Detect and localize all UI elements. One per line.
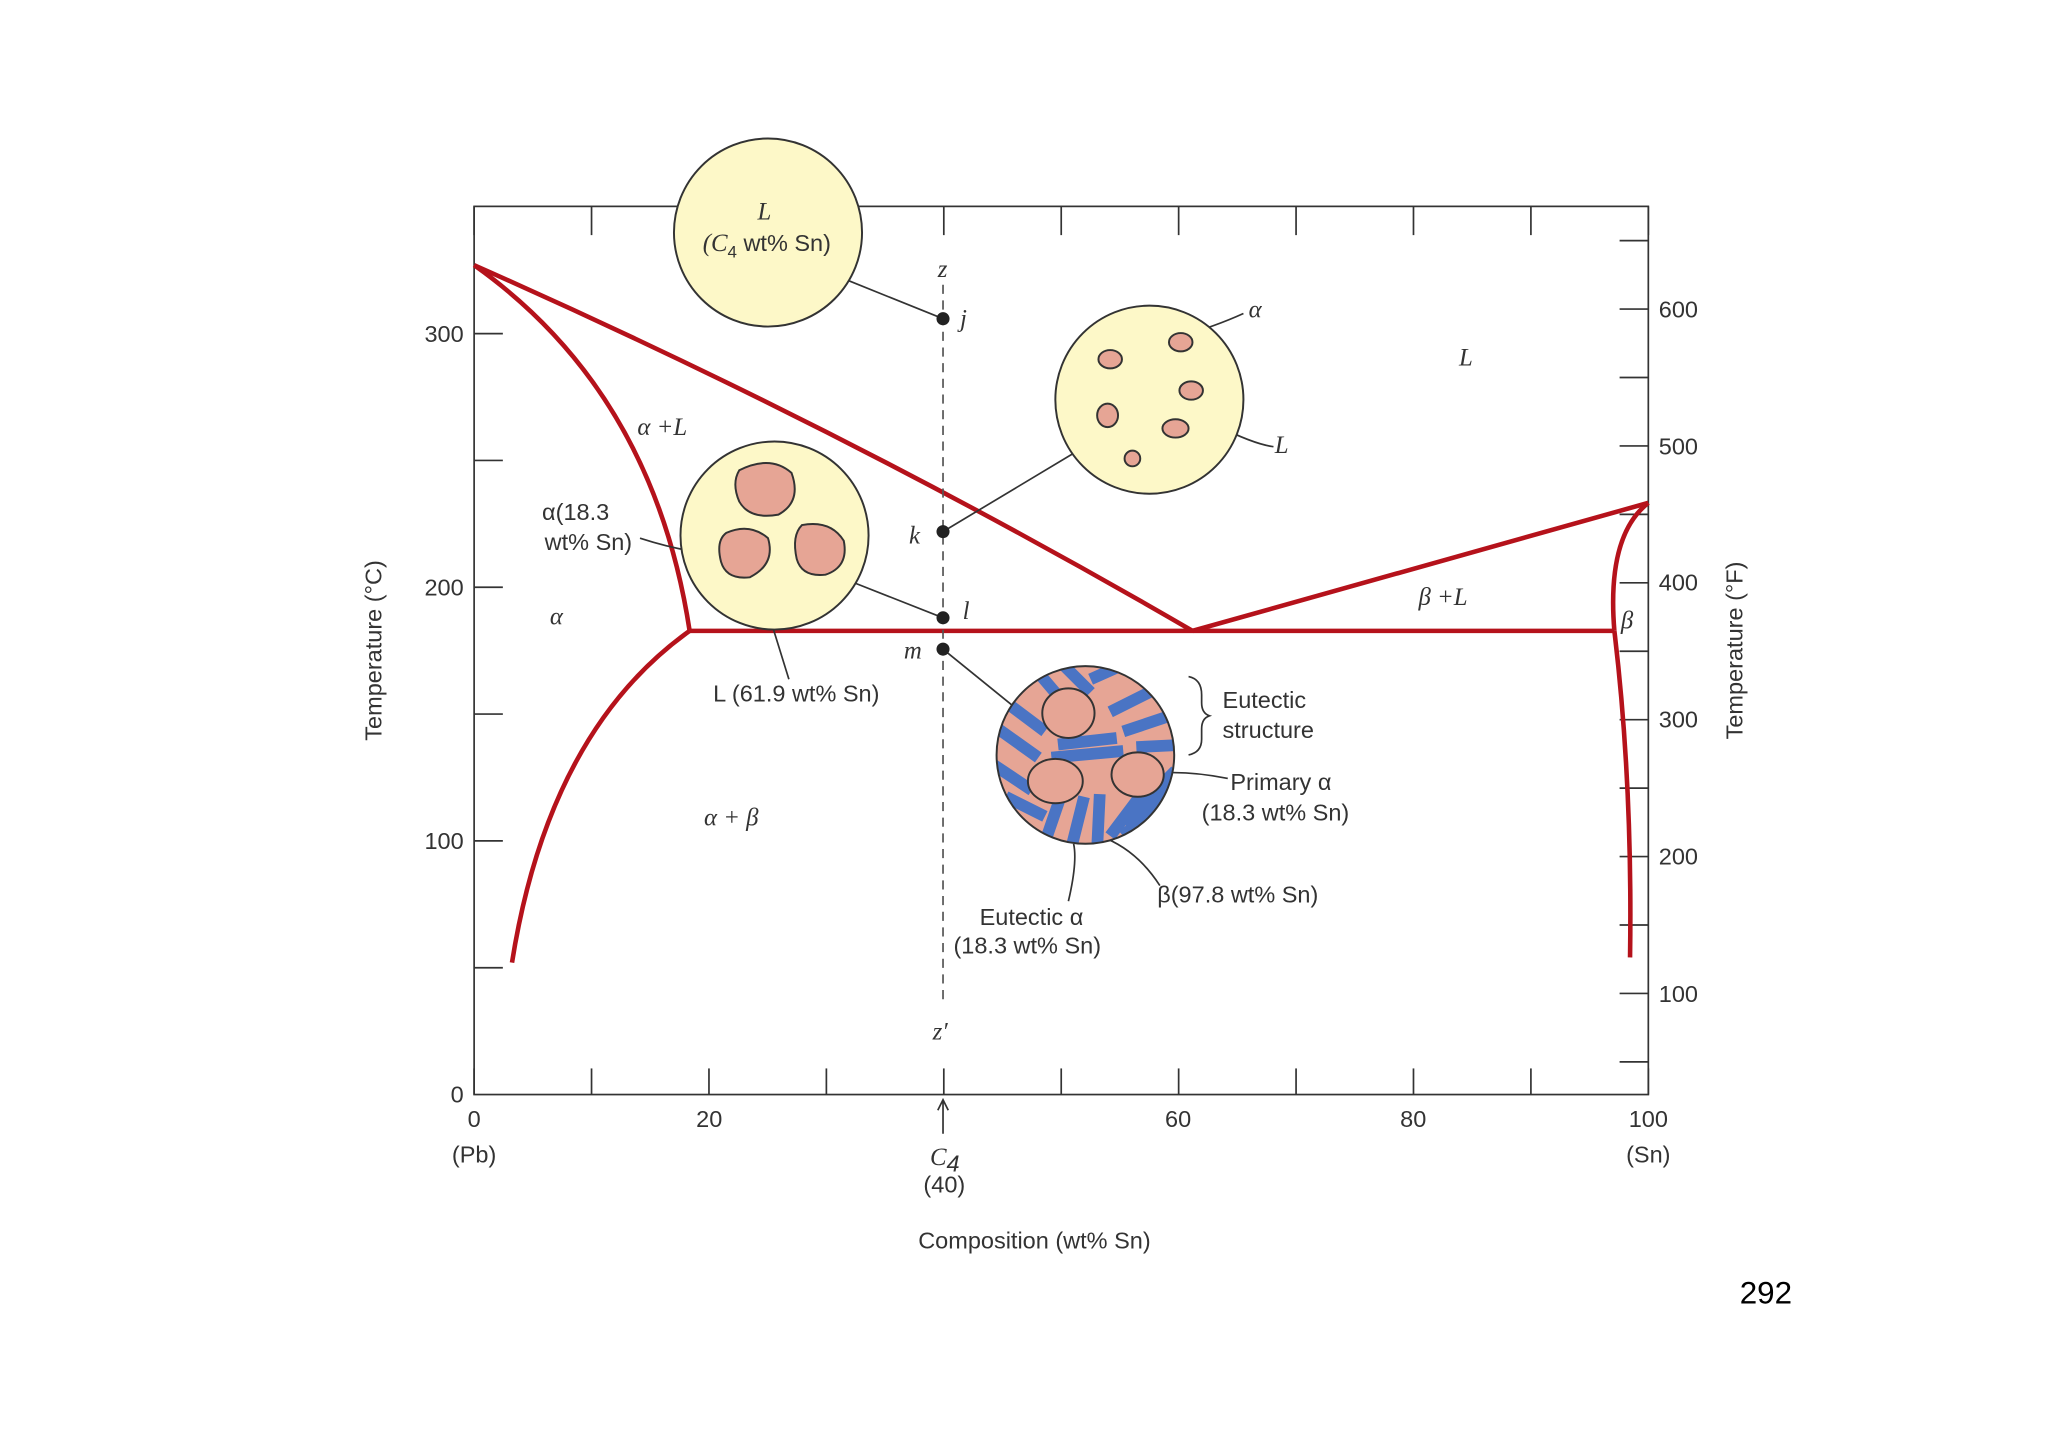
shape — [1096, 402, 1120, 429]
annotation: L (61.9 wt% Sn) — [713, 680, 879, 706]
y-axis-label: Temperature (°C) — [360, 560, 386, 740]
annotation: Eutectic — [1223, 687, 1307, 713]
shape — [1110, 751, 1165, 798]
shape — [936, 611, 950, 625]
y-tick-label: 200 — [424, 575, 463, 601]
annotation: wt% Sn) — [544, 529, 633, 555]
annotation: (C — [703, 230, 728, 257]
y2-tick-label: 300 — [1659, 707, 1698, 733]
x-axis-label: Composition (wt% Sn) — [918, 1228, 1150, 1254]
solvus-alpha — [509, 629, 691, 963]
annotation: α(18.3 — [542, 499, 609, 525]
x-tick-label: 20 — [696, 1106, 722, 1132]
shape — [1097, 349, 1123, 370]
solidus-beta — [1610, 501, 1650, 632]
x-end-label: (Sn) — [1626, 1141, 1670, 1167]
solidus-alpha — [472, 263, 692, 632]
micro-circle-k — [1054, 304, 1245, 495]
shape — [1123, 449, 1142, 468]
eutectic-micro — [995, 665, 1176, 845]
y-tick-label: 300 — [424, 321, 463, 347]
shape — [936, 642, 950, 656]
y2-tick-label: 500 — [1659, 434, 1698, 460]
x-tick-label: 100 — [1629, 1106, 1668, 1132]
page-number: 292 — [1740, 1276, 1792, 1311]
annotation: Primary α — [1230, 769, 1331, 795]
x-tick-label: 80 — [1400, 1106, 1426, 1132]
shape — [1026, 687, 1165, 805]
y-tick-label: 0 — [451, 1081, 464, 1107]
annotation: (18.3 wt% Sn) — [1202, 799, 1350, 825]
ticks — [473, 206, 1650, 1095]
liquidus-left — [473, 263, 1194, 633]
micro-circle-j — [672, 137, 864, 328]
shape — [936, 525, 950, 539]
shape — [995, 665, 1176, 845]
point-label: m — [904, 637, 922, 664]
y2-tick-label: 100 — [1659, 981, 1698, 1007]
shape — [1167, 332, 1194, 353]
y2-tick-label: 600 — [1659, 296, 1698, 322]
region-label: L — [1458, 345, 1473, 372]
region-label: α +L — [637, 414, 687, 441]
solvus-beta — [1612, 630, 1633, 958]
annotation: wt% Sn) — [737, 230, 831, 256]
alpha-particles — [1096, 332, 1204, 468]
shape — [936, 312, 950, 326]
annotation: structure — [1223, 717, 1314, 743]
region-label: β — [1620, 607, 1634, 634]
y2-axis-label: Temperature (°F) — [1721, 562, 1747, 740]
c4-subscript: 4 — [947, 1151, 960, 1177]
leader — [639, 280, 1274, 902]
annotation: β(97.8 wt% Sn) — [1157, 882, 1318, 908]
c4-value: (40) — [923, 1172, 965, 1198]
shape — [1178, 380, 1204, 401]
alpha-grains — [718, 462, 846, 579]
shape — [1026, 757, 1084, 805]
shape — [1041, 687, 1096, 739]
region-label: α + β — [704, 804, 759, 831]
x-tick-label: 0 — [468, 1106, 481, 1132]
point-label: k — [909, 522, 921, 549]
point-label: z′ — [932, 1019, 949, 1046]
shape — [718, 527, 771, 579]
y-tick-label: 100 — [424, 828, 463, 854]
y2-tick-label: 200 — [1659, 844, 1698, 870]
plot-frame — [473, 205, 1650, 1096]
brace — [1188, 675, 1213, 756]
liquidus-right — [1191, 500, 1649, 634]
y2-tick-label: 400 — [1659, 569, 1698, 595]
point-label: z — [937, 256, 948, 283]
x-tick-label: 60 — [1165, 1106, 1191, 1132]
micro-circle-l — [679, 440, 870, 631]
annotation: α — [1249, 296, 1263, 323]
shape — [1161, 418, 1190, 439]
c4-arrow — [937, 1097, 950, 1134]
annotation: 4 — [727, 242, 736, 261]
c4-symbol: C — [930, 1144, 947, 1171]
annotation: (C4 wt% Sn) — [703, 230, 831, 262]
annotation: Eutectic α — [980, 904, 1084, 930]
state-points — [936, 312, 950, 656]
annotation: (18.3 wt% Sn) — [953, 932, 1101, 958]
x-end-label: (Pb) — [452, 1141, 496, 1167]
point-label: l — [963, 598, 970, 625]
annotation: L — [757, 198, 772, 225]
shape — [734, 462, 796, 517]
shape — [794, 523, 846, 577]
point-label: j — [957, 306, 967, 333]
annotation: L — [1274, 432, 1289, 459]
region-label: α — [550, 603, 564, 630]
c4-label: C4 — [930, 1144, 960, 1177]
region-label: β +L — [1417, 584, 1467, 611]
